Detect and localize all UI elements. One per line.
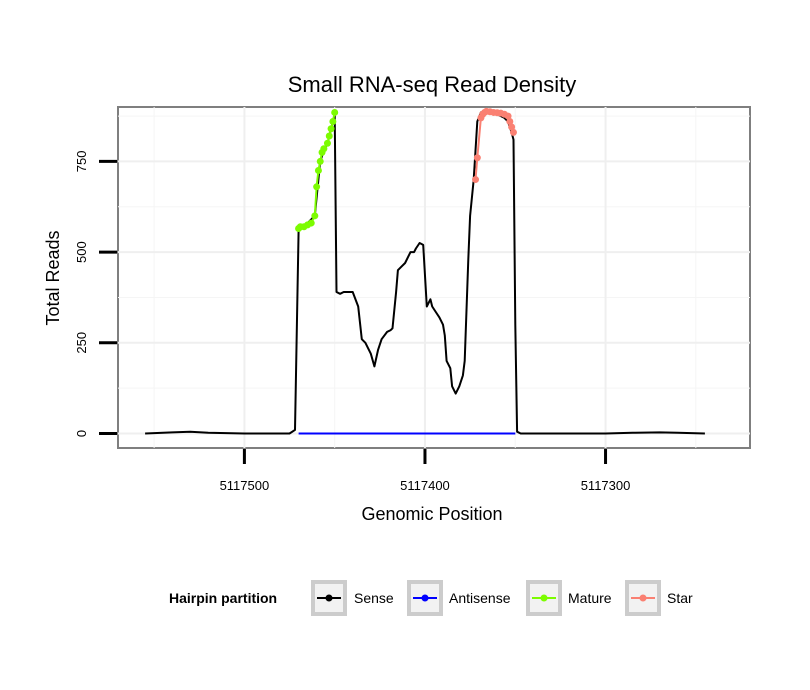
axes: 5117500 5117400 5117300 0 250 500 750 <box>74 151 630 493</box>
legend-title: Hairpin partition <box>169 590 277 606</box>
x-axis-title: Genomic Position <box>361 504 502 524</box>
legend: Hairpin partition Sense Antisense Mature St… <box>169 580 693 616</box>
data-point-star <box>473 154 481 162</box>
x-tick-label: 5117500 <box>220 478 270 493</box>
y-tick-label: 0 <box>74 430 89 437</box>
data-point-mature <box>327 125 335 133</box>
plot-panel <box>117 106 751 449</box>
data-point-star <box>472 176 480 184</box>
y-axis-title: Total Reads <box>43 230 63 325</box>
legend-label-antisense: Antisense <box>449 590 511 606</box>
y-tick-label: 500 <box>74 241 89 263</box>
legend-dot-star <box>639 594 647 602</box>
legend-label-star: Star <box>667 590 693 606</box>
data-point-mature <box>320 145 328 153</box>
legend-dot-antisense <box>421 594 429 602</box>
data-point-star <box>509 128 517 136</box>
data-point-mature <box>314 166 322 174</box>
y-tick-label: 250 <box>74 332 89 354</box>
legend-label-mature: Mature <box>568 590 612 606</box>
data-point-mature <box>323 139 331 147</box>
data-point-star <box>506 118 514 126</box>
data-point-mature <box>331 108 339 116</box>
x-tick-label: 5117300 <box>581 478 631 493</box>
legend-label-sense: Sense <box>354 590 394 606</box>
data-point-mature <box>325 132 333 140</box>
data-point-mature <box>307 219 315 227</box>
chart-title: Small RNA-seq Read Density <box>288 72 577 97</box>
legend-dot-sense <box>325 594 333 602</box>
x-tick-label: 5117400 <box>400 478 450 493</box>
data-point-star <box>508 123 516 131</box>
data-point-mature <box>311 212 319 220</box>
data-point-star <box>504 112 512 120</box>
series-layer <box>145 107 705 435</box>
data-point-mature <box>329 118 337 126</box>
legend-dot-mature <box>540 594 548 602</box>
y-tick-label: 750 <box>74 151 89 173</box>
data-point-mature <box>313 183 321 191</box>
data-point-mature <box>316 157 324 165</box>
